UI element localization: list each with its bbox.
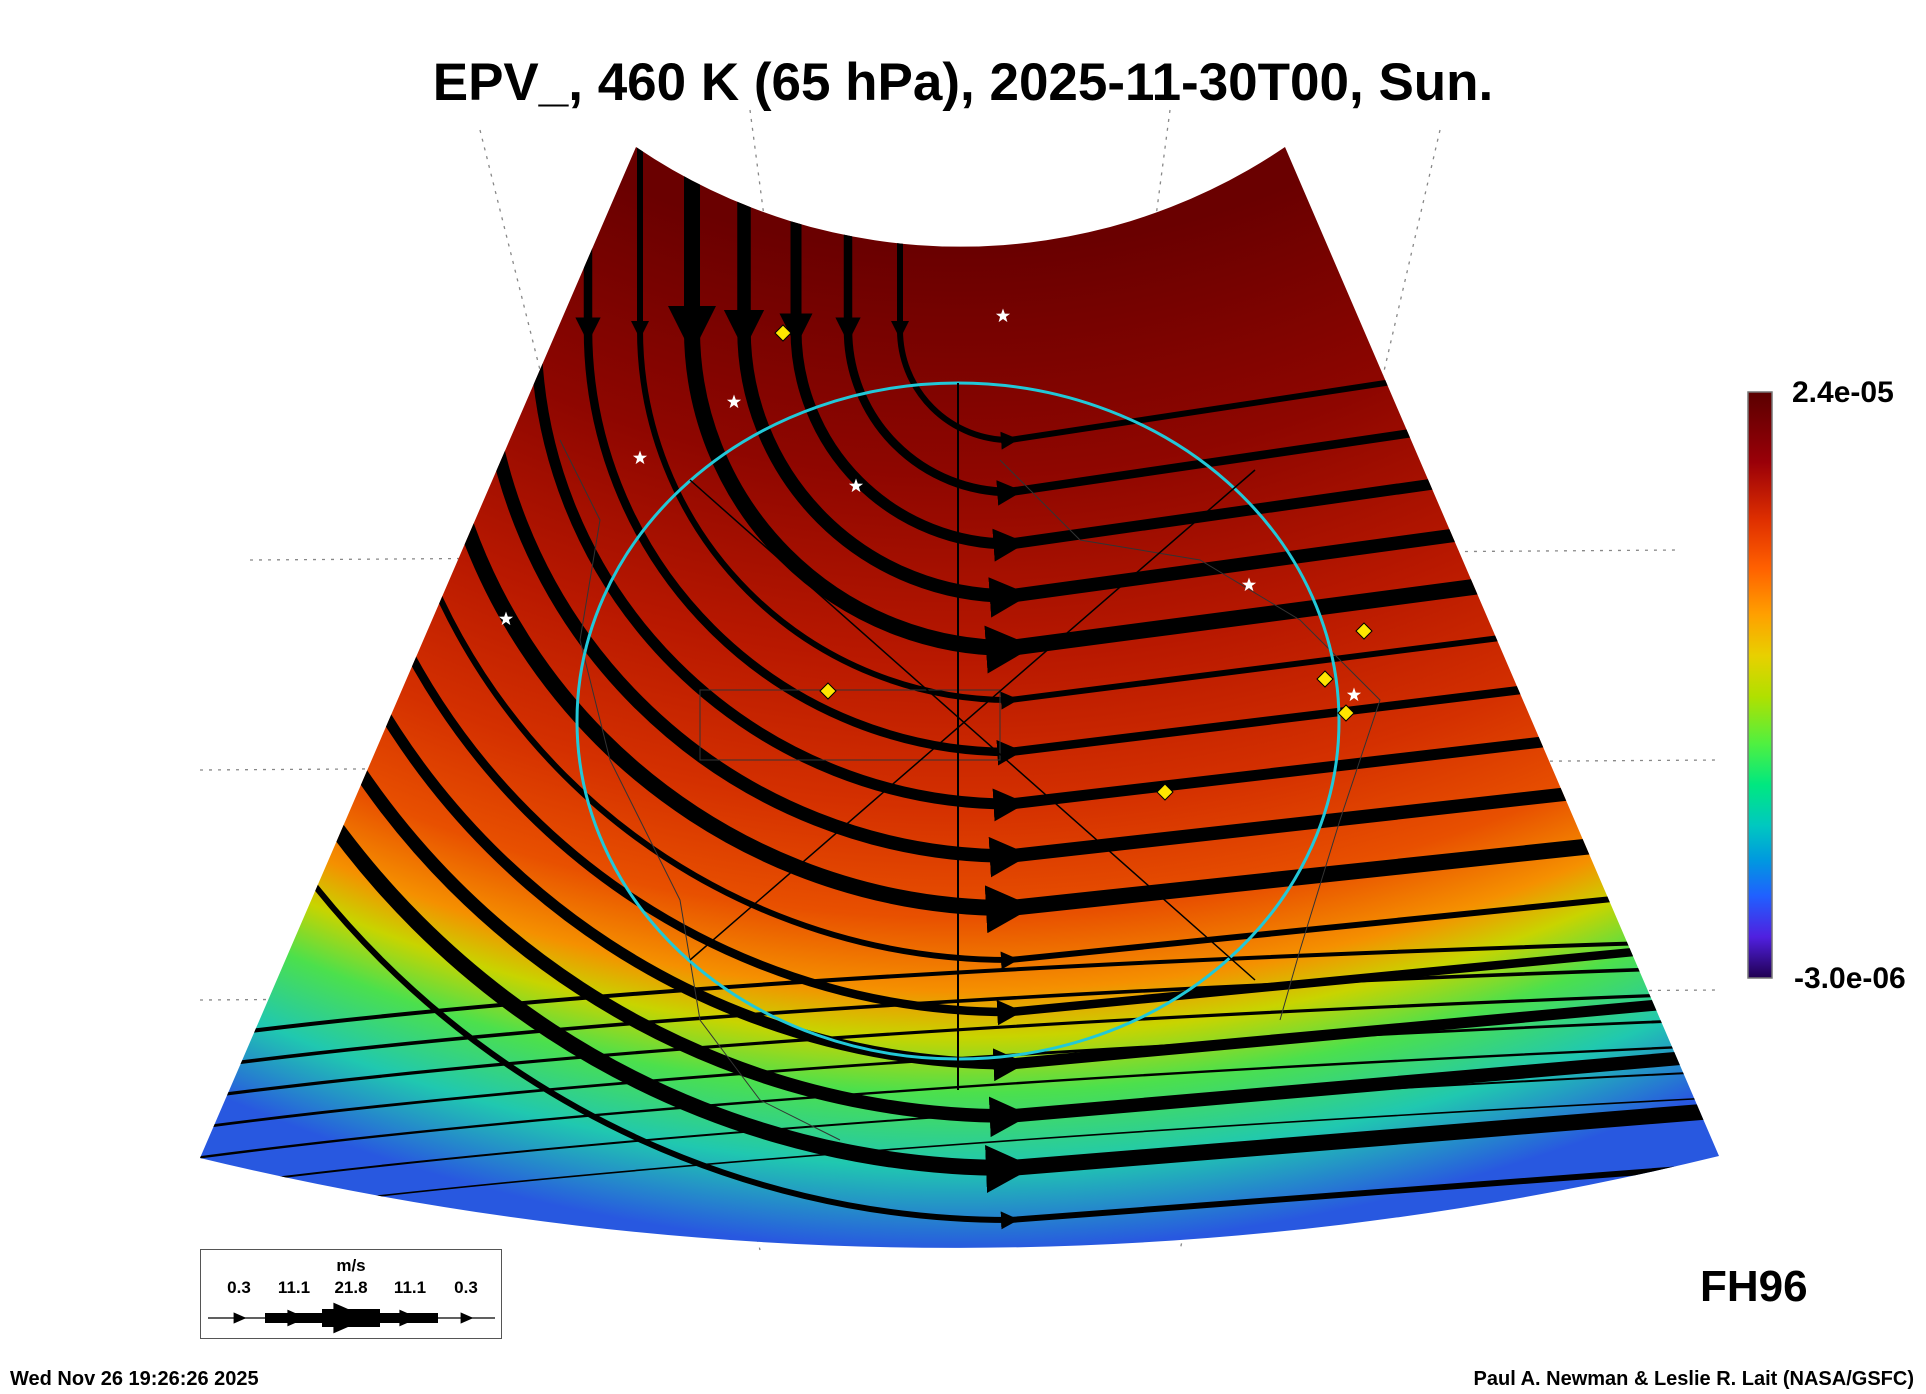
colorbar-min-label: -3.0e-06 [1794, 962, 1906, 995]
star-marker [498, 611, 514, 626]
diamond-marker [1316, 670, 1334, 688]
legend-unit: m/s [336, 1256, 366, 1275]
timestamp: Wed Nov 26 19:26:26 2025 [10, 1368, 259, 1390]
legend-value: 11.1 [277, 1278, 311, 1297]
diamond-marker [819, 682, 837, 700]
legend-value: 0.3 [454, 1278, 478, 1297]
legend-arrowhead [333, 1302, 369, 1334]
coastlines [559, 439, 1381, 1141]
star-marker [1346, 687, 1362, 702]
station-markers [498, 308, 1479, 801]
legend-value: 0.3 [227, 1278, 251, 1297]
streamline [200, 938, 1719, 1042]
star-marker [632, 450, 648, 465]
forecast-hour-label: FH96 [1700, 1262, 1808, 1311]
forecast-circle [575, 381, 1341, 1090]
wind-speed-legend: m/s 0.3 11.1 21.8 11.1 0.3 [200, 1249, 502, 1339]
legend-value: 11.1 [393, 1278, 427, 1297]
credit: Paul A. Newman & Leslie R. Lait (NASA/GS… [1473, 1368, 1914, 1390]
streamline [200, 1042, 1719, 1162]
streamline [200, 147, 1719, 1230]
colorbar-max-label: 2.4e-05 [1792, 376, 1894, 409]
diamond-marker [1337, 704, 1355, 722]
legend-arrowhead [287, 1309, 307, 1327]
legend-arrowhead [460, 1312, 474, 1324]
star-marker [848, 478, 864, 493]
chart-title: EPV_, 460 K (65 hPa), 2025-11-30T00, Sun… [432, 53, 1494, 112]
legend-value: 21.8 [334, 1278, 368, 1297]
colorbar [1747, 391, 1773, 979]
star-marker [1241, 577, 1257, 592]
star-marker [995, 308, 1011, 323]
star-marker [1463, 525, 1479, 540]
streamline [200, 964, 1719, 1072]
streamlines [200, 147, 1719, 1230]
diamond-marker [1156, 783, 1174, 801]
wind-legend-arrow [208, 1302, 495, 1334]
streamline [200, 990, 1719, 1102]
legend-arrowhead [399, 1309, 419, 1327]
star-marker [726, 394, 742, 409]
legend-arrowhead [233, 1312, 247, 1324]
streamline [200, 1016, 1719, 1132]
diamond-marker [774, 324, 792, 342]
diamond-marker [1355, 622, 1373, 640]
streamline [200, 1069, 1719, 1191]
